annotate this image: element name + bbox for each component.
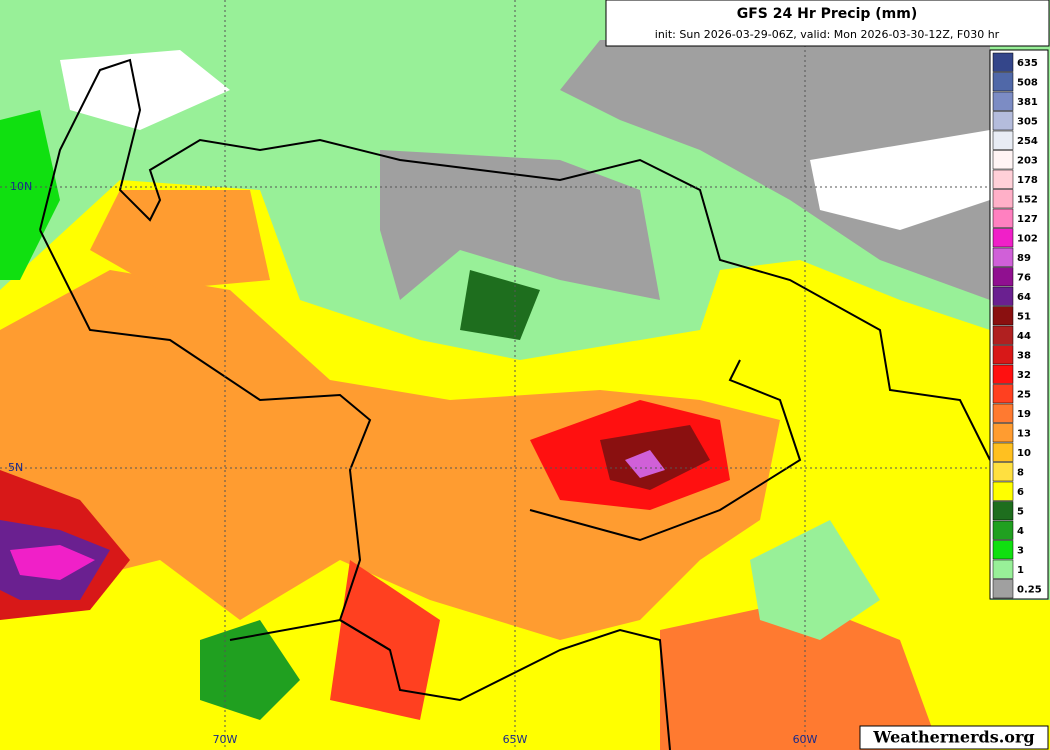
legend-label: 38 xyxy=(1017,350,1031,361)
legend-swatch xyxy=(992,579,1014,599)
lon-label: 70W xyxy=(213,733,238,746)
watermark: Weathernerds.org xyxy=(872,728,1034,747)
legend-swatch xyxy=(992,481,1014,501)
legend-swatch xyxy=(992,501,1014,521)
legend-swatch xyxy=(992,267,1014,287)
legend-swatch xyxy=(992,286,1014,306)
legend-swatch xyxy=(992,442,1014,462)
legend-label: 19 xyxy=(1017,409,1031,420)
legend-swatch xyxy=(992,150,1014,170)
legend-label: 305 xyxy=(1017,116,1038,127)
legend-swatch xyxy=(992,247,1014,267)
legend-swatch xyxy=(992,91,1014,111)
legend-swatch xyxy=(992,72,1014,92)
legend-swatch xyxy=(992,403,1014,423)
legend-label: 76 xyxy=(1017,272,1031,283)
map-title: GFS 24 Hr Precip (mm) xyxy=(737,6,918,22)
legend-label: 32 xyxy=(1017,370,1031,381)
legend-label: 5 xyxy=(1017,506,1024,517)
legend-swatch xyxy=(992,325,1014,345)
map-subtitle: init: Sun 2026-03-29-06Z, valid: Mon 202… xyxy=(655,28,1000,41)
legend: 6355083813052542031781521271028976645144… xyxy=(992,52,1042,599)
legend-swatch xyxy=(992,169,1014,189)
legend-swatch xyxy=(992,208,1014,228)
legend-label: 1 xyxy=(1017,565,1024,576)
legend-swatch xyxy=(992,52,1014,72)
legend-label: 8 xyxy=(1017,467,1024,478)
legend-swatch xyxy=(992,423,1014,443)
legend-swatch xyxy=(992,364,1014,384)
legend-swatch xyxy=(992,345,1014,365)
legend-label: 254 xyxy=(1017,136,1038,147)
coastline xyxy=(39,58,991,750)
legend-label: 25 xyxy=(1017,389,1031,400)
legend-swatch xyxy=(992,111,1014,131)
legend-label: 4 xyxy=(1017,526,1024,537)
legend-label: 635 xyxy=(1017,58,1038,69)
legend-swatch xyxy=(992,559,1014,579)
legend-swatch xyxy=(992,384,1014,404)
legend-label: 203 xyxy=(1017,155,1038,166)
legend-label: 178 xyxy=(1017,175,1038,186)
legend-swatch xyxy=(992,228,1014,248)
legend-label: 51 xyxy=(1017,311,1031,322)
title-box xyxy=(605,0,1050,47)
legend-label: 0.25 xyxy=(1017,584,1042,595)
legend-label: 3 xyxy=(1017,545,1024,556)
legend-label: 64 xyxy=(1017,292,1031,303)
lon-label: 60W xyxy=(793,733,818,746)
legend-label: 152 xyxy=(1017,194,1038,205)
graticule xyxy=(0,0,990,750)
legend-label: 44 xyxy=(1017,331,1031,342)
legend-label: 13 xyxy=(1017,428,1031,439)
lat-label: 5N xyxy=(8,461,23,474)
watermark-box xyxy=(859,725,1049,750)
legend-swatch xyxy=(992,306,1014,326)
legend-swatch xyxy=(992,130,1014,150)
legend-swatch xyxy=(992,540,1014,560)
legend-label: 381 xyxy=(1017,97,1038,108)
legend-label: 508 xyxy=(1017,77,1038,88)
legend-swatch xyxy=(992,520,1014,540)
lat-label: 10N xyxy=(10,180,32,193)
legend-label: 127 xyxy=(1017,214,1038,225)
legend-label: 6 xyxy=(1017,487,1024,498)
legend-label: 10 xyxy=(1017,448,1031,459)
legend-swatch xyxy=(992,462,1014,482)
legend-label: 102 xyxy=(1017,233,1038,244)
legend-swatch xyxy=(992,189,1014,209)
legend-label: 89 xyxy=(1017,253,1031,264)
lon-label: 65W xyxy=(503,733,528,746)
